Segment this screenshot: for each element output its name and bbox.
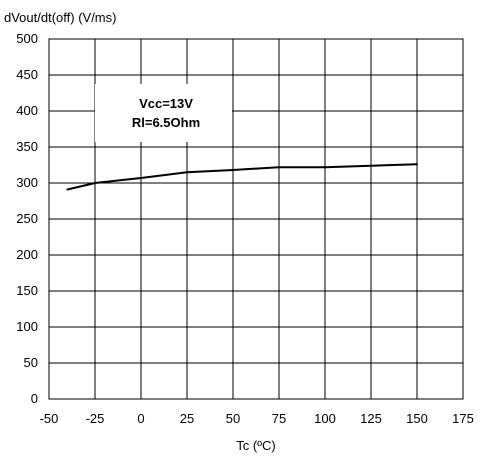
series-layer xyxy=(66,163,418,191)
data-point xyxy=(324,166,326,169)
x-tick-label: -25 xyxy=(86,411,105,426)
y-tick-labels: 0 50 100 150 200 250 300 350 400 450 500 xyxy=(16,31,38,406)
data-point xyxy=(66,188,69,191)
annotation-line: Rl=6.5Ohm xyxy=(132,115,200,130)
x-tick-label: 150 xyxy=(406,411,428,426)
x-tick-label: 0 xyxy=(137,411,144,426)
data-point xyxy=(186,171,188,174)
y-tick-label: 350 xyxy=(16,139,38,154)
annotation-background xyxy=(95,84,232,142)
y-tick-label: 450 xyxy=(16,67,38,82)
y-tick-label: 500 xyxy=(16,31,38,46)
x-tick-label: 25 xyxy=(180,411,194,426)
y-tick-label: 50 xyxy=(24,355,38,370)
x-tick-label: 175 xyxy=(452,411,474,426)
data-point xyxy=(278,166,280,169)
y-tick-label: 250 xyxy=(16,211,38,226)
x-tick-label: 50 xyxy=(226,411,240,426)
y-tick-label: 100 xyxy=(16,319,38,334)
data-point xyxy=(370,164,372,167)
y-tick-label: 200 xyxy=(16,247,38,262)
y-tick-label: 0 xyxy=(31,391,38,406)
x-tick-label: 100 xyxy=(314,411,336,426)
x-axis-label: Tc (ºC) xyxy=(236,438,275,453)
annotation-line: Vcc=13V xyxy=(139,96,193,111)
y-axis-label: dVout/dt(off) (V/ms) xyxy=(4,10,116,25)
y-tick-label: 150 xyxy=(16,283,38,298)
y-tick-label: 400 xyxy=(16,103,38,118)
data-point xyxy=(416,163,418,166)
x-tick-label: -50 xyxy=(40,411,59,426)
data-point xyxy=(232,169,234,172)
data-point xyxy=(94,182,96,184)
x-tick-labels: -50 -25 0 25 50 75 100 125 150 175 xyxy=(40,411,474,426)
annotation-box: Vcc=13V Rl=6.5Ohm xyxy=(95,84,232,142)
plot-frame xyxy=(48,38,464,400)
series-line xyxy=(67,163,418,191)
x-tick-label: 75 xyxy=(272,411,286,426)
data-point xyxy=(140,176,142,179)
x-tick-label: 125 xyxy=(360,411,382,426)
y-tick-label: 300 xyxy=(16,175,38,190)
